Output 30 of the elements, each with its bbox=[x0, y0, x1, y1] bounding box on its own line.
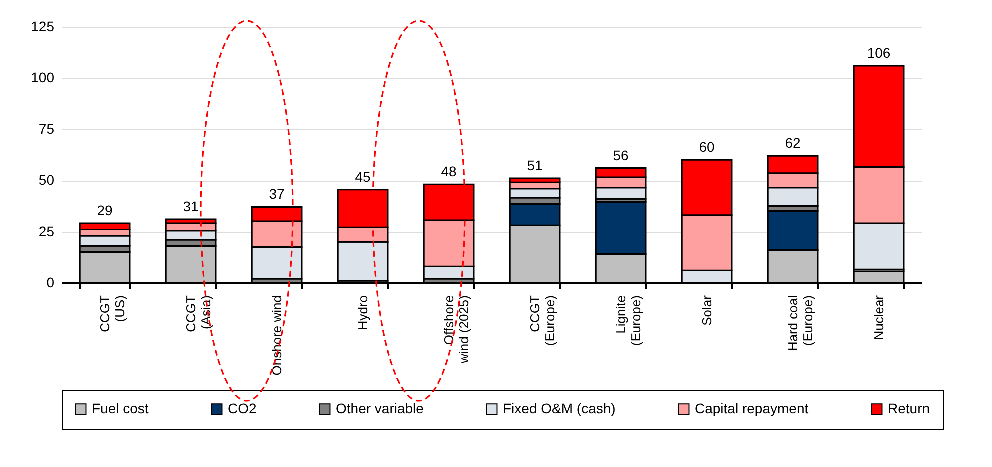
y-tick-label: 100 bbox=[31, 70, 55, 86]
total-label: 51 bbox=[527, 158, 543, 174]
total-label: 37 bbox=[269, 186, 285, 202]
x-tick-label: Hard coal (Europe) bbox=[786, 295, 816, 352]
legend-label: Fixed O&M (cash) bbox=[503, 400, 616, 416]
total-label: 31 bbox=[183, 198, 199, 215]
total-label: 62 bbox=[785, 135, 801, 152]
x-tick-label: Solar bbox=[700, 294, 714, 326]
x-tick-label: CCGT (US) bbox=[98, 295, 128, 332]
legend-label: Return bbox=[888, 400, 930, 416]
legend-label: Capital repayment bbox=[695, 400, 809, 416]
x-tick-label: Nuclear bbox=[872, 294, 886, 340]
legend-label: Other variable bbox=[336, 400, 424, 416]
y-tick-label: 25 bbox=[38, 223, 55, 240]
legend-label: Fuel cost bbox=[92, 400, 149, 416]
x-tick-label: Hydro bbox=[356, 296, 370, 330]
y-tick-label: 50 bbox=[38, 172, 55, 188]
total-label: 29 bbox=[97, 202, 113, 219]
y-tick-label: 125 bbox=[31, 18, 55, 34]
legend-label: CO2 bbox=[228, 400, 257, 416]
x-tick-label: Lignite (Europe) bbox=[614, 296, 644, 346]
total-label: 106 bbox=[867, 44, 891, 61]
total-label: 56 bbox=[613, 147, 629, 164]
total-label: 60 bbox=[699, 139, 715, 156]
x-tick-label: Offshore wind (2025) bbox=[442, 296, 472, 364]
total-label: 45 bbox=[355, 168, 371, 185]
total-label: 48 bbox=[441, 164, 457, 180]
x-tick-label: CCGT (Europe) bbox=[528, 295, 558, 346]
y-tick-label: 0 bbox=[46, 274, 55, 290]
y-tick-label: 75 bbox=[38, 120, 55, 137]
